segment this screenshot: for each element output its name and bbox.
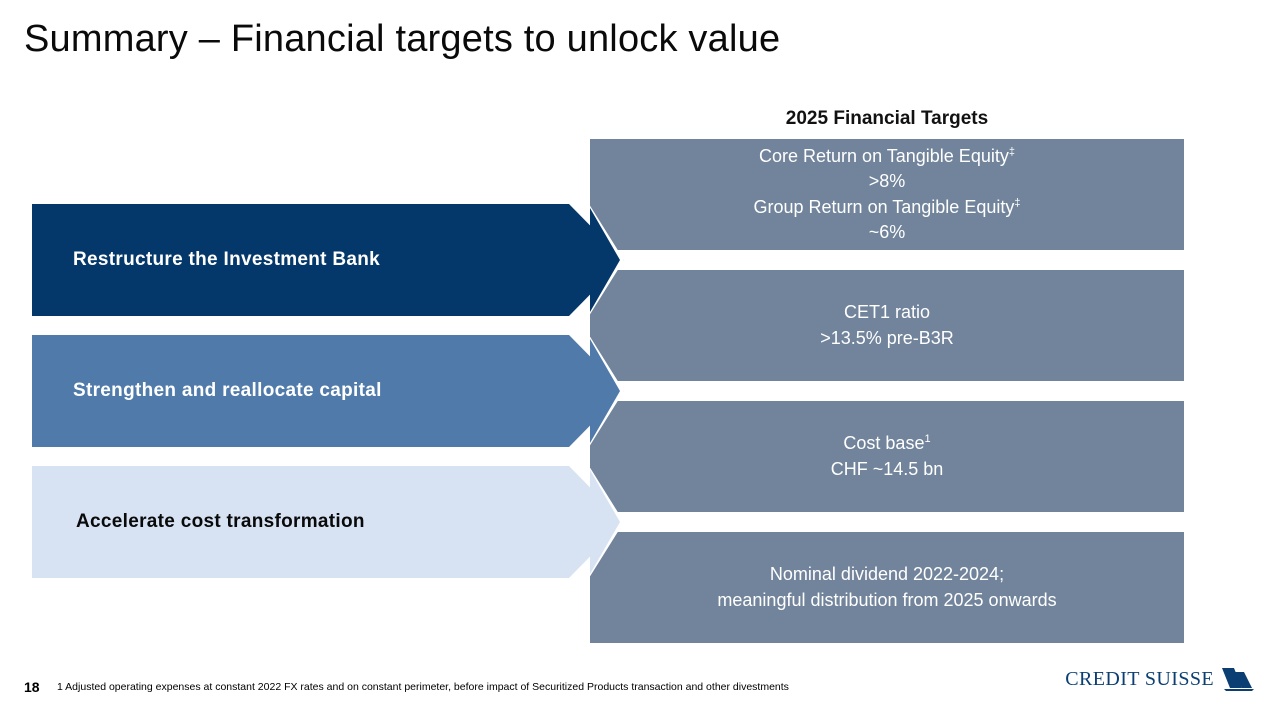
footnote: 1 Adjusted operating expenses at constan… bbox=[57, 681, 789, 693]
target-line: Nominal dividend 2022-2024; bbox=[769, 564, 1005, 584]
footnote-mark: ‡ bbox=[1008, 145, 1015, 158]
target-line: >13.5% pre-B3R bbox=[820, 327, 954, 348]
footnote-mark: ‡ bbox=[1014, 196, 1021, 209]
target-line: Cost base1 bbox=[843, 433, 931, 453]
footnote-mark: 1 bbox=[924, 433, 931, 445]
target-line: Group Return on Tangible Equity‡ bbox=[753, 196, 1021, 217]
targets-heading: 2025 Financial Targets bbox=[785, 108, 989, 129]
pillar-arrow-restructure: Restructure the Investment Bank bbox=[32, 204, 624, 316]
pillar-label: Restructure the Investment Bank bbox=[73, 249, 381, 270]
target-line: meaningful distribution from 2025 onward… bbox=[717, 589, 1057, 610]
page-number: 18 bbox=[24, 679, 40, 695]
pillar-arrow-capital: Strengthen and reallocate capital bbox=[32, 335, 624, 447]
target-line: CET1 ratio bbox=[843, 302, 931, 322]
credit-suisse-logo: CREDIT SUISSE bbox=[1065, 666, 1256, 692]
logo-text: CREDIT SUISSE bbox=[1065, 667, 1214, 690]
pillar-label: Accelerate cost transformation bbox=[76, 511, 365, 532]
target-box-rote: Core Return on Tangible Equity‡ >8% Grou… bbox=[590, 139, 1184, 250]
sailboat-logo-icon bbox=[1222, 668, 1254, 691]
pillar-label: Strengthen and reallocate capital bbox=[73, 380, 382, 401]
page-title: Summary – Financial targets to unlock va… bbox=[24, 18, 781, 60]
pillar-arrow-cost: Accelerate cost transformation bbox=[32, 466, 624, 578]
target-line: >8% bbox=[868, 171, 906, 191]
target-line: Core Return on Tangible Equity‡ bbox=[759, 145, 1015, 166]
target-line: ~6% bbox=[868, 222, 906, 242]
target-box-cet1: CET1 ratio >13.5% pre-B3R bbox=[590, 270, 1184, 381]
target-box-cost-base: Cost base1 CHF ~14.5 bn bbox=[590, 401, 1184, 512]
target-line: CHF ~14.5 bn bbox=[830, 458, 944, 479]
target-box-dividend: Nominal dividend 2022-2024; meaningful d… bbox=[590, 532, 1184, 643]
